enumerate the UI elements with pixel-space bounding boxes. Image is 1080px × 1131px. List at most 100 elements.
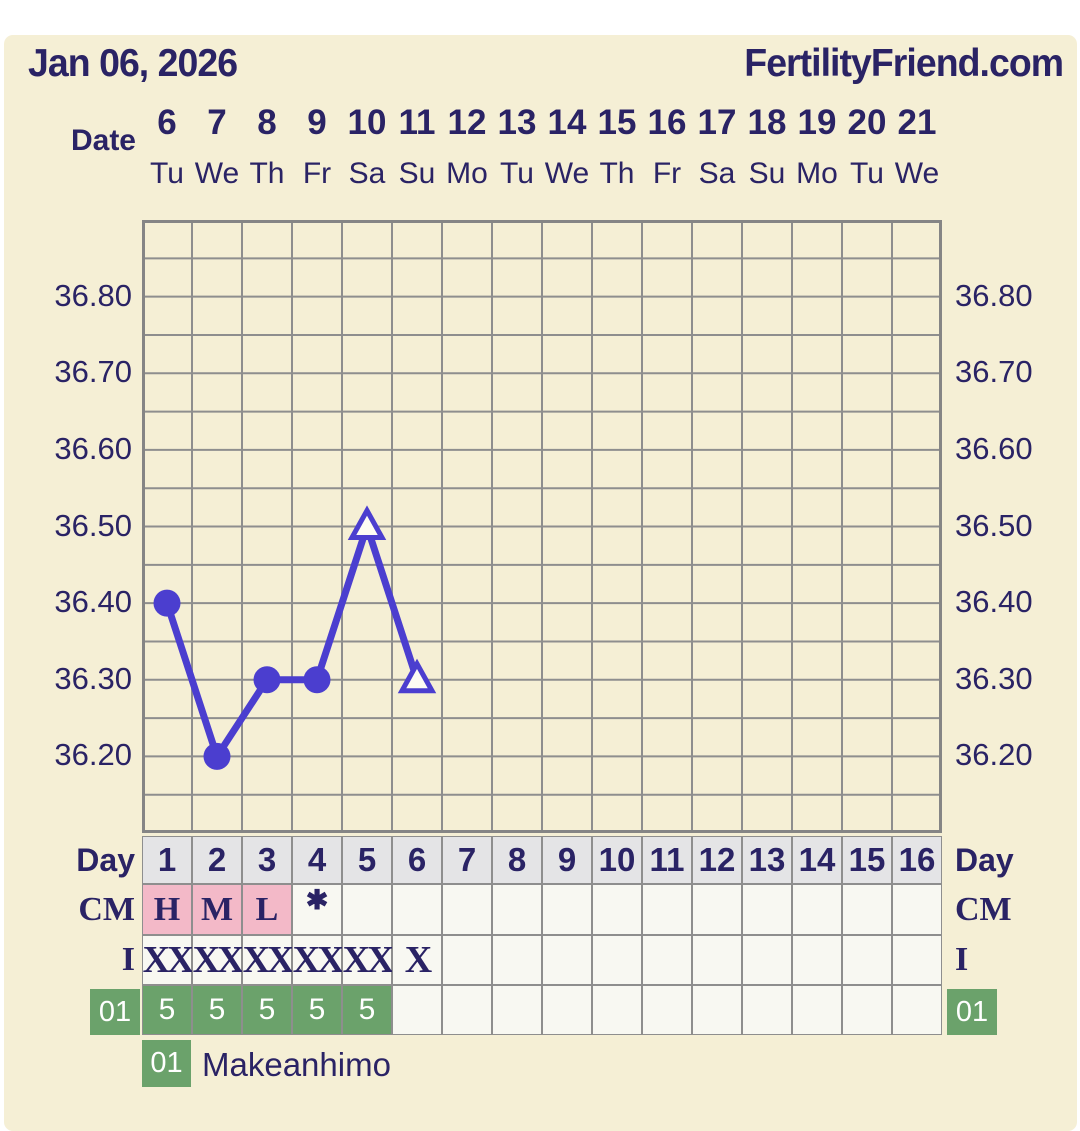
day-number-cell[interactable]: 11	[642, 836, 692, 884]
day-number-cell[interactable]: 12	[692, 836, 742, 884]
custom-data-cell[interactable]	[642, 985, 692, 1035]
date-number: 16	[647, 103, 687, 142]
day-number-cell[interactable]: 4	[292, 836, 342, 884]
weekday-name: Su	[748, 157, 786, 190]
custom-data-cell[interactable]: 5	[342, 985, 392, 1035]
day-number-cell[interactable]: 2	[192, 836, 242, 884]
custom-data-cell[interactable]	[742, 985, 792, 1035]
intercourse-cell[interactable]: XX	[142, 935, 194, 985]
custom-data-cell[interactable]	[892, 985, 942, 1035]
custom-data-cell[interactable]	[842, 985, 892, 1035]
day-number-cell[interactable]: 13	[742, 836, 792, 884]
day-number-cell[interactable]: 5	[342, 836, 392, 884]
weekday-name: Sa	[698, 157, 736, 190]
cm-row-label-left: CM	[78, 890, 135, 928]
date-number: 19	[797, 103, 837, 142]
date-axis-label: Date	[70, 124, 136, 157]
y-tick-label-right: 36.40	[955, 584, 1033, 620]
custom-data-cell[interactable]	[442, 985, 492, 1035]
day-number-cell[interactable]: 16	[892, 836, 942, 884]
date-number: 21	[897, 103, 937, 142]
cm-cell[interactable]	[642, 884, 692, 935]
cm-cell[interactable]: H	[142, 884, 192, 935]
temp-point-triangle-open	[347, 505, 387, 540]
cm-cell[interactable]	[442, 884, 492, 935]
intercourse-cell[interactable]	[492, 935, 542, 985]
y-tick-label-right: 36.80	[955, 277, 1033, 313]
cm-cell[interactable]	[342, 884, 392, 935]
temp-point-circle	[153, 589, 181, 617]
cm-cell[interactable]	[892, 884, 942, 935]
day-number-cell[interactable]: 6	[392, 836, 442, 884]
cm-cell[interactable]	[692, 884, 742, 935]
intercourse-cell[interactable]	[892, 935, 942, 985]
weekday-name: Mo	[796, 157, 838, 190]
custom-data-cell[interactable]: 5	[192, 985, 242, 1035]
date-number: 14	[547, 103, 587, 142]
cm-cell[interactable]	[492, 884, 542, 935]
weekday-name: Tu	[500, 157, 534, 190]
i-row-label-left: I	[121, 941, 135, 978]
cm-cell[interactable]	[742, 884, 792, 935]
y-tick-label-right: 36.60	[955, 430, 1033, 466]
brand-link[interactable]: FertilityFriend.com	[744, 42, 1064, 85]
y-tick-label-right: 36.50	[955, 507, 1033, 543]
legend-tag: 01	[142, 1040, 191, 1087]
custom-data-cell[interactable]	[542, 985, 592, 1035]
cm-cell[interactable]	[842, 884, 892, 935]
weekday-name: Th	[249, 157, 285, 190]
temp-point-circle	[253, 666, 281, 694]
intercourse-cell[interactable]	[642, 935, 692, 985]
day-row: Day 1 2 3 4 5 6 7 8 9 10 11 12 13 14 15 16 Day	[0, 836, 1014, 884]
day-number-cell[interactable]: 8	[492, 836, 542, 884]
custom-data-cell[interactable]	[392, 985, 442, 1035]
day-number-cell[interactable]: 7	[442, 836, 492, 884]
cm-cell[interactable]: L	[242, 884, 292, 935]
intercourse-cell[interactable]: XX	[192, 935, 244, 985]
cm-cell[interactable]: ✱	[292, 884, 342, 935]
day-number-cell[interactable]: 10	[592, 836, 642, 884]
intercourse-cell[interactable]: XX	[292, 935, 344, 985]
cm-cell[interactable]	[792, 884, 842, 935]
custom-data-cell[interactable]	[492, 985, 542, 1035]
i-row-label-right: I	[955, 941, 969, 978]
custom-data-cell[interactable]: 5	[242, 985, 292, 1035]
intercourse-cell[interactable]	[592, 935, 642, 985]
y-tick-label-left: 36.20	[54, 737, 132, 773]
weekday-name: We	[894, 157, 940, 190]
cm-cell[interactable]	[592, 884, 642, 935]
date-number: 10	[347, 103, 387, 142]
day-number-cell[interactable]: 1	[142, 836, 192, 884]
cm-cell[interactable]	[542, 884, 592, 935]
cm-cell[interactable]	[392, 884, 442, 935]
intercourse-cell[interactable]	[542, 935, 592, 985]
intercourse-cell[interactable]: XX	[342, 935, 394, 985]
intercourse-cell[interactable]	[442, 935, 492, 985]
custom-data-cell[interactable]	[792, 985, 842, 1035]
intercourse-cell[interactable]: X	[392, 935, 442, 985]
intercourse-cell[interactable]	[792, 935, 842, 985]
date-number: 13	[497, 103, 537, 142]
y-tick-label-left: 36.40	[54, 584, 132, 620]
y-tick-label-left: 36.50	[54, 507, 132, 543]
custom-data-cell[interactable]	[692, 985, 742, 1035]
day-row-label-right: Day	[955, 841, 1014, 878]
intercourse-cell[interactable]	[692, 935, 742, 985]
day-number-cell[interactable]: 14	[792, 836, 842, 884]
day-number-cell[interactable]: 15	[842, 836, 892, 884]
intercourse-cell[interactable]	[842, 935, 892, 985]
intercourse-row: I XX XX XX XX XX X I	[0, 935, 968, 985]
intercourse-cell[interactable]	[742, 935, 792, 985]
date-number: 9	[307, 103, 327, 142]
custom-data-cell[interactable]: 5	[292, 985, 342, 1035]
day-number-cell[interactable]: 3	[242, 836, 292, 884]
weekday-name: We	[544, 157, 590, 190]
cm-cell[interactable]: M	[192, 884, 242, 935]
intercourse-cell[interactable]: XX	[242, 935, 294, 985]
custom-data-cell[interactable]: 5	[142, 985, 192, 1035]
chart-frame	[142, 220, 942, 833]
custom-data-cell[interactable]	[592, 985, 642, 1035]
date-number-row: 6 7 8 9 10 11 12 13 14 15 16 17 18 19 20 21	[142, 103, 942, 143]
day-number-cell[interactable]: 9	[542, 836, 592, 884]
